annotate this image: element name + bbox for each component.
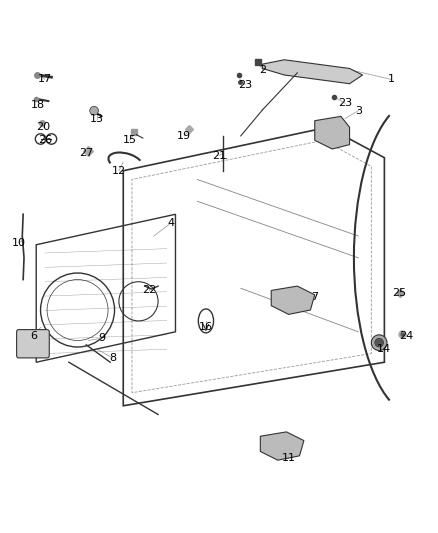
Polygon shape [262, 60, 363, 84]
Text: 14: 14 [377, 344, 392, 354]
Text: 1: 1 [388, 75, 394, 84]
Circle shape [371, 335, 387, 351]
Text: 3: 3 [355, 106, 362, 116]
FancyBboxPatch shape [17, 329, 49, 358]
Text: 21: 21 [212, 150, 226, 160]
Text: 20: 20 [35, 122, 50, 132]
Text: 23: 23 [238, 79, 252, 90]
Text: 8: 8 [109, 353, 116, 363]
Circle shape [90, 107, 99, 115]
Text: 19: 19 [177, 131, 191, 141]
Text: 22: 22 [142, 286, 156, 295]
Text: 16: 16 [199, 322, 213, 333]
Text: 27: 27 [79, 148, 93, 158]
Text: 11: 11 [282, 453, 296, 463]
Text: 4: 4 [168, 218, 175, 228]
Text: 17: 17 [38, 75, 52, 84]
Text: 24: 24 [399, 331, 413, 341]
Text: 7: 7 [311, 292, 318, 302]
Text: 26: 26 [38, 135, 52, 146]
Text: 13: 13 [90, 114, 104, 124]
Text: 6: 6 [31, 331, 38, 341]
Circle shape [375, 338, 384, 347]
Text: 18: 18 [32, 100, 46, 110]
Text: 15: 15 [123, 135, 137, 146]
Text: 9: 9 [98, 333, 105, 343]
Polygon shape [315, 116, 350, 149]
Text: 10: 10 [12, 238, 26, 247]
Polygon shape [260, 432, 304, 460]
Text: 23: 23 [338, 98, 352, 108]
Polygon shape [271, 286, 315, 314]
Text: 25: 25 [392, 288, 406, 297]
Text: 2: 2 [259, 65, 266, 75]
Text: 12: 12 [112, 166, 126, 176]
